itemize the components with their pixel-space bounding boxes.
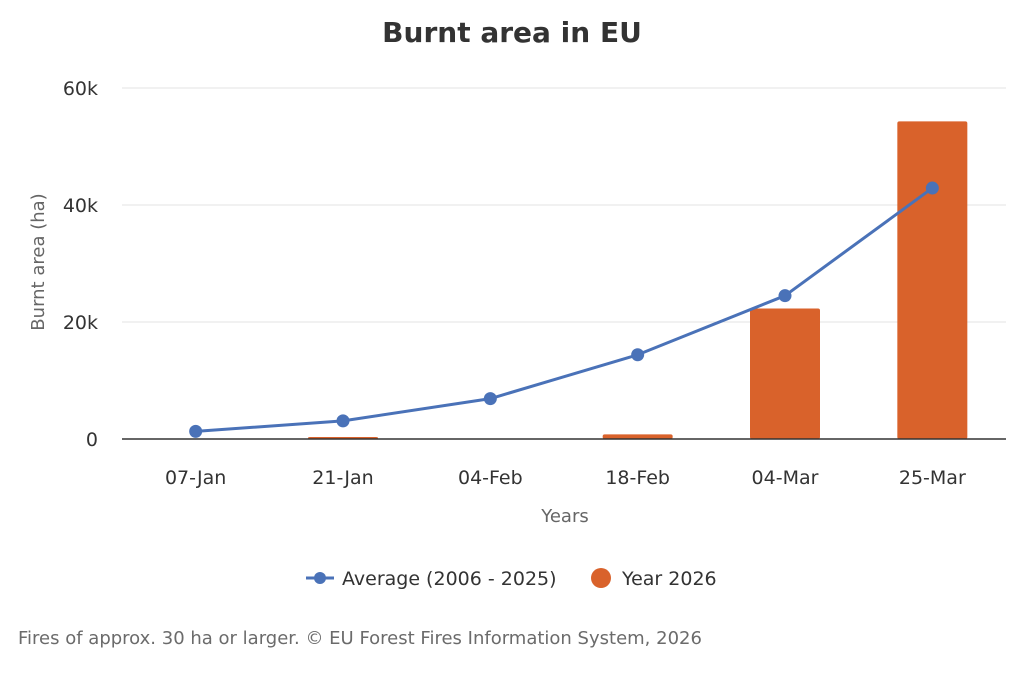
footer-note: Fires of approx. 30 ha or larger. © EU F… xyxy=(18,628,702,649)
line-point xyxy=(189,424,203,438)
legend-label-year-2026: Year 2026 xyxy=(621,568,717,590)
legend-marker-swatch xyxy=(314,572,326,584)
line-point xyxy=(631,348,645,362)
axes: 0 20k 40k 60k 07-Jan 21-Jan 04-Feb 18-Feb 04-Mar… xyxy=(63,78,1006,489)
bar xyxy=(750,308,820,439)
legend-item-average[interactable]: Average (2006 - 2025) xyxy=(306,568,557,590)
series-line xyxy=(195,186,934,433)
bar xyxy=(897,121,968,439)
x-tick-label: 07-Jan xyxy=(165,467,226,489)
line-series xyxy=(189,181,939,438)
line-point xyxy=(483,392,497,406)
grid xyxy=(122,87,1006,323)
line-point xyxy=(336,414,350,428)
y-axis-title: Burnt area (ha) xyxy=(28,193,49,330)
x-tick-label: 18-Feb xyxy=(605,467,670,489)
line-point xyxy=(778,289,792,303)
y-tick-label: 20k xyxy=(63,312,98,334)
line-point xyxy=(925,181,939,195)
x-tick-label: 21-Jan xyxy=(312,467,373,489)
legend-label-average: Average (2006 - 2025) xyxy=(342,568,557,590)
legend-bar-swatch xyxy=(591,568,611,588)
y-tick-label: 60k xyxy=(63,78,98,100)
x-tick-label: 25-Mar xyxy=(899,467,966,489)
y-tick-label: 0 xyxy=(86,429,98,451)
bar-series xyxy=(308,121,968,439)
x-axis-title: Years xyxy=(540,506,589,527)
y-tick-label: 40k xyxy=(63,195,98,217)
legend[interactable]: Average (2006 - 2025) Year 2026 xyxy=(306,568,717,590)
x-tick-label: 04-Feb xyxy=(458,467,523,489)
x-tick-label: 04-Mar xyxy=(752,467,819,489)
chart-title: Burnt area in EU xyxy=(382,16,642,49)
legend-item-year-2026[interactable]: Year 2026 xyxy=(591,568,717,590)
bar xyxy=(602,434,673,439)
